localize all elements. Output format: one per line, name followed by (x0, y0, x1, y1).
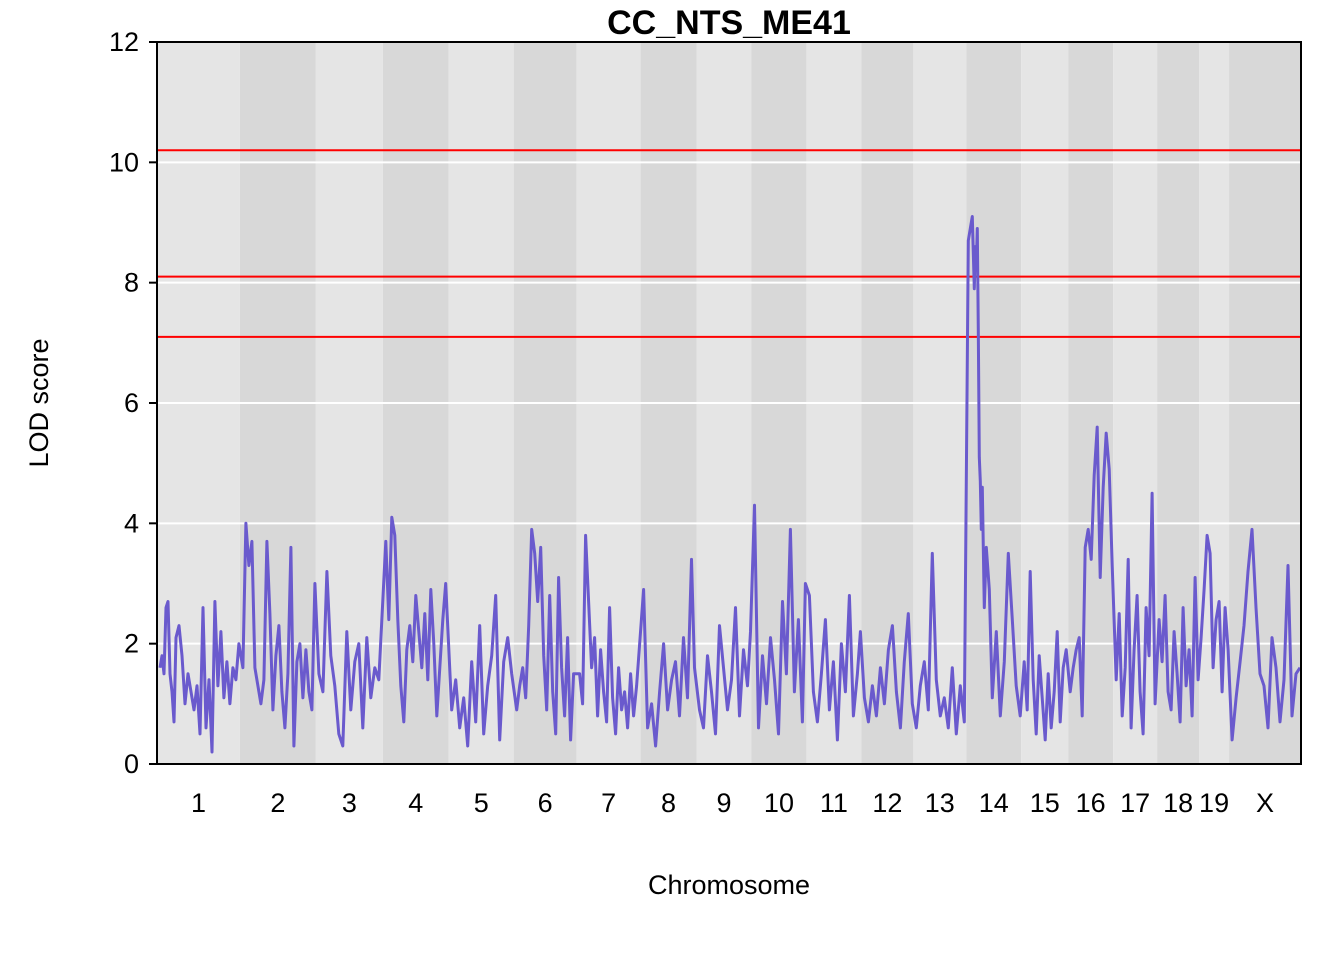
x-tick-label: 5 (474, 788, 489, 818)
y-tick-label: 8 (124, 268, 139, 298)
y-axis: 0 2 4 6 8 10 12 (109, 27, 157, 779)
x-tick-label: 1 (191, 788, 206, 818)
x-tick-label: 14 (979, 788, 1009, 818)
y-axis-title: LOD score (24, 338, 54, 467)
chart-title: CC_NTS_ME41 (607, 4, 851, 42)
x-tick-label: 3 (342, 788, 357, 818)
threshold-lines (157, 149, 1301, 338)
x-tick-label: 19 (1199, 788, 1229, 818)
lod-series-line (158, 215, 1302, 754)
y-tick-label: 12 (109, 27, 139, 57)
x-tick-label: 13 (925, 788, 955, 818)
x-tick-label: 12 (872, 788, 902, 818)
x-tick-label: 2 (270, 788, 285, 818)
x-tick-label: 10 (764, 788, 794, 818)
x-axis-title: Chromosome (648, 870, 810, 900)
x-tick-label: 15 (1030, 788, 1060, 818)
x-tick-label: 11 (820, 788, 848, 818)
x-tick-label: 6 (538, 788, 553, 818)
x-tick-label: X (1256, 788, 1274, 818)
y-tick-label: 0 (124, 749, 139, 779)
x-tick-label: 16 (1076, 788, 1106, 818)
x-tick-label: 17 (1120, 788, 1150, 818)
x-tick-label: 4 (408, 788, 423, 818)
x-tick-label: 18 (1163, 788, 1193, 818)
x-axis: 1 2 3 4 5 6 7 8 9 10 11 12 13 14 15 16 17 18 19 X (191, 788, 1274, 818)
x-tick-label: 8 (661, 788, 676, 818)
x-tick-label: 7 (601, 788, 616, 818)
x-tick-label: 9 (716, 788, 731, 818)
y-tick-label: 6 (124, 388, 139, 418)
y-tick-label: 10 (109, 147, 139, 177)
y-tick-label: 4 (124, 508, 139, 538)
y-tick-label: 2 (124, 629, 139, 659)
